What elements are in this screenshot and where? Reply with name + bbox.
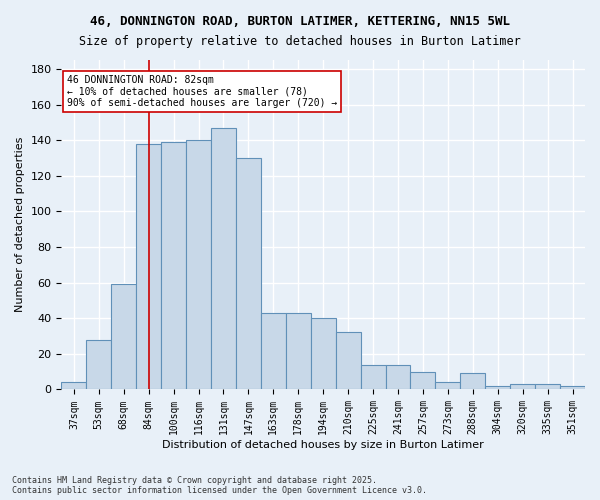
X-axis label: Distribution of detached houses by size in Burton Latimer: Distribution of detached houses by size … <box>163 440 484 450</box>
Bar <box>261 313 286 390</box>
Bar <box>161 142 186 390</box>
Bar <box>286 313 311 390</box>
Bar <box>111 284 136 390</box>
Bar <box>61 382 86 390</box>
Bar <box>436 382 460 390</box>
Bar <box>386 364 410 390</box>
Bar <box>86 340 111 390</box>
Bar <box>211 128 236 390</box>
Bar <box>335 332 361 390</box>
Bar <box>485 386 510 390</box>
Bar <box>236 158 261 390</box>
Bar <box>560 386 585 390</box>
Y-axis label: Number of detached properties: Number of detached properties <box>15 137 25 312</box>
Text: 46 DONNINGTON ROAD: 82sqm
← 10% of detached houses are smaller (78)
90% of semi-: 46 DONNINGTON ROAD: 82sqm ← 10% of detac… <box>67 75 337 108</box>
Bar <box>410 372 436 390</box>
Bar <box>510 384 535 390</box>
Bar <box>460 374 485 390</box>
Text: Size of property relative to detached houses in Burton Latimer: Size of property relative to detached ho… <box>79 35 521 48</box>
Bar <box>535 384 560 390</box>
Bar <box>186 140 211 390</box>
Text: 46, DONNINGTON ROAD, BURTON LATIMER, KETTERING, NN15 5WL: 46, DONNINGTON ROAD, BURTON LATIMER, KET… <box>90 15 510 28</box>
Text: Contains HM Land Registry data © Crown copyright and database right 2025.
Contai: Contains HM Land Registry data © Crown c… <box>12 476 427 495</box>
Bar <box>136 144 161 390</box>
Bar <box>361 364 386 390</box>
Bar <box>311 318 335 390</box>
